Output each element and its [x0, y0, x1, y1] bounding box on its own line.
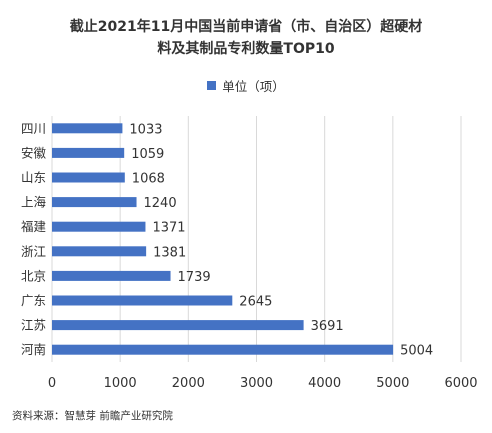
- data-label-6: 1739: [178, 270, 211, 285]
- data-label-0: 1033: [129, 122, 162, 137]
- y-tick-label-8: 江苏: [21, 318, 46, 333]
- chart-title-line-1: 截止2021年11月中国当前申请省（市、自治区）超硬材: [69, 19, 423, 35]
- bar-0: [52, 123, 123, 134]
- bar-7: [52, 295, 233, 306]
- bar-4: [52, 221, 146, 232]
- bar-8: [52, 320, 304, 331]
- x-tick-label-0: 0: [48, 376, 56, 391]
- legend-label: 单位（项）: [222, 79, 285, 94]
- legend-swatch: [207, 81, 217, 90]
- y-tick-label-9: 河南: [21, 342, 46, 357]
- bar-2: [52, 172, 125, 183]
- y-tick-label-2: 山东: [21, 170, 46, 185]
- data-label-4: 1371: [152, 221, 185, 236]
- data-label-2: 1068: [132, 172, 165, 187]
- data-label-1: 1059: [131, 147, 164, 162]
- y-tick-label-4: 福建: [21, 219, 47, 234]
- x-tick-label-3: 3000: [240, 376, 273, 391]
- y-tick-label-7: 广东: [21, 293, 46, 308]
- bar-9: [52, 344, 394, 355]
- x-tick-label-5: 5000: [376, 376, 409, 391]
- y-tick-label-0: 四川: [21, 121, 46, 136]
- data-label-9: 5004: [400, 344, 433, 359]
- data-label-5: 1381: [153, 245, 186, 260]
- x-tick-label-1: 1000: [104, 376, 137, 391]
- legend: 单位（项）: [0, 76, 492, 95]
- chart-title-line-2: 料及其制品专利数量TOP10: [157, 41, 335, 57]
- bar-5: [52, 246, 147, 257]
- x-tick-label-2: 2000: [172, 376, 205, 391]
- x-tick-label-6: 6000: [444, 376, 477, 391]
- y-tick-label-5: 浙江: [21, 244, 46, 259]
- bar-1: [52, 147, 125, 158]
- bar-6: [52, 270, 171, 281]
- data-label-7: 2645: [239, 295, 272, 310]
- y-tick-label-3: 上海: [21, 195, 47, 210]
- source-note: 资料来源：智慧芽 前瞻产业研究院: [12, 410, 173, 422]
- x-tick-label-4: 4000: [308, 376, 341, 391]
- y-tick-label-1: 安徽: [21, 145, 47, 160]
- y-tick-label-6: 北京: [21, 268, 46, 283]
- data-label-3: 1240: [144, 196, 177, 211]
- bar-3: [52, 197, 137, 208]
- data-label-8: 3691: [311, 319, 344, 334]
